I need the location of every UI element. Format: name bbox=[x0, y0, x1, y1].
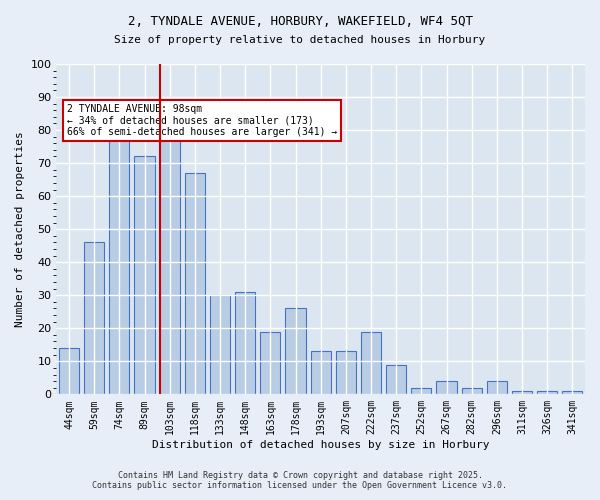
Text: Size of property relative to detached houses in Horbury: Size of property relative to detached ho… bbox=[115, 35, 485, 45]
Bar bbox=[59, 348, 79, 395]
Bar bbox=[336, 352, 356, 395]
Bar bbox=[235, 292, 255, 394]
Bar bbox=[487, 381, 507, 394]
Bar bbox=[386, 364, 406, 394]
Bar bbox=[134, 156, 155, 394]
Text: 2, TYNDALE AVENUE, HORBURY, WAKEFIELD, WF4 5QT: 2, TYNDALE AVENUE, HORBURY, WAKEFIELD, W… bbox=[128, 15, 473, 28]
Bar bbox=[260, 332, 280, 394]
Bar bbox=[436, 381, 457, 394]
X-axis label: Distribution of detached houses by size in Horbury: Distribution of detached houses by size … bbox=[152, 440, 490, 450]
Bar bbox=[537, 391, 557, 394]
Bar bbox=[311, 352, 331, 395]
Bar bbox=[84, 242, 104, 394]
Bar bbox=[286, 308, 305, 394]
Bar bbox=[412, 388, 431, 394]
Bar bbox=[512, 391, 532, 394]
Bar bbox=[210, 295, 230, 394]
Bar bbox=[160, 136, 180, 394]
Bar bbox=[361, 332, 381, 394]
Text: Contains HM Land Registry data © Crown copyright and database right 2025.
Contai: Contains HM Land Registry data © Crown c… bbox=[92, 470, 508, 490]
Bar bbox=[461, 388, 482, 394]
Bar bbox=[185, 173, 205, 394]
Y-axis label: Number of detached properties: Number of detached properties bbox=[15, 132, 25, 327]
Bar bbox=[562, 391, 583, 394]
Text: 2 TYNDALE AVENUE: 98sqm
← 34% of detached houses are smaller (173)
66% of semi-d: 2 TYNDALE AVENUE: 98sqm ← 34% of detache… bbox=[67, 104, 337, 137]
Bar bbox=[109, 127, 130, 394]
